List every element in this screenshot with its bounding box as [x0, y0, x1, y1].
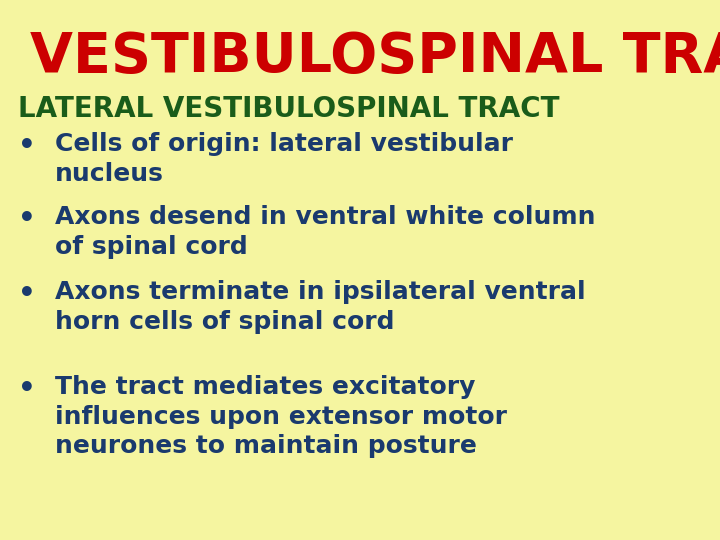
Text: VESTIBULOSPINAL TRACTS: VESTIBULOSPINAL TRACTS: [30, 30, 720, 84]
Text: The tract mediates excitatory
influences upon extensor motor
neurones to maintai: The tract mediates excitatory influences…: [55, 375, 507, 458]
Text: Cells of origin: lateral vestibular
nucleus: Cells of origin: lateral vestibular nucl…: [55, 132, 513, 186]
Text: Axons terminate in ipsilateral ventral
horn cells of spinal cord: Axons terminate in ipsilateral ventral h…: [55, 280, 585, 334]
Text: •: •: [18, 132, 36, 160]
Text: LATERAL VESTIBULOSPINAL TRACT: LATERAL VESTIBULOSPINAL TRACT: [18, 95, 559, 123]
Text: •: •: [18, 280, 36, 308]
Text: •: •: [18, 375, 36, 403]
Text: •: •: [18, 205, 36, 233]
Text: Axons desend in ventral white column
of spinal cord: Axons desend in ventral white column of …: [55, 205, 595, 259]
